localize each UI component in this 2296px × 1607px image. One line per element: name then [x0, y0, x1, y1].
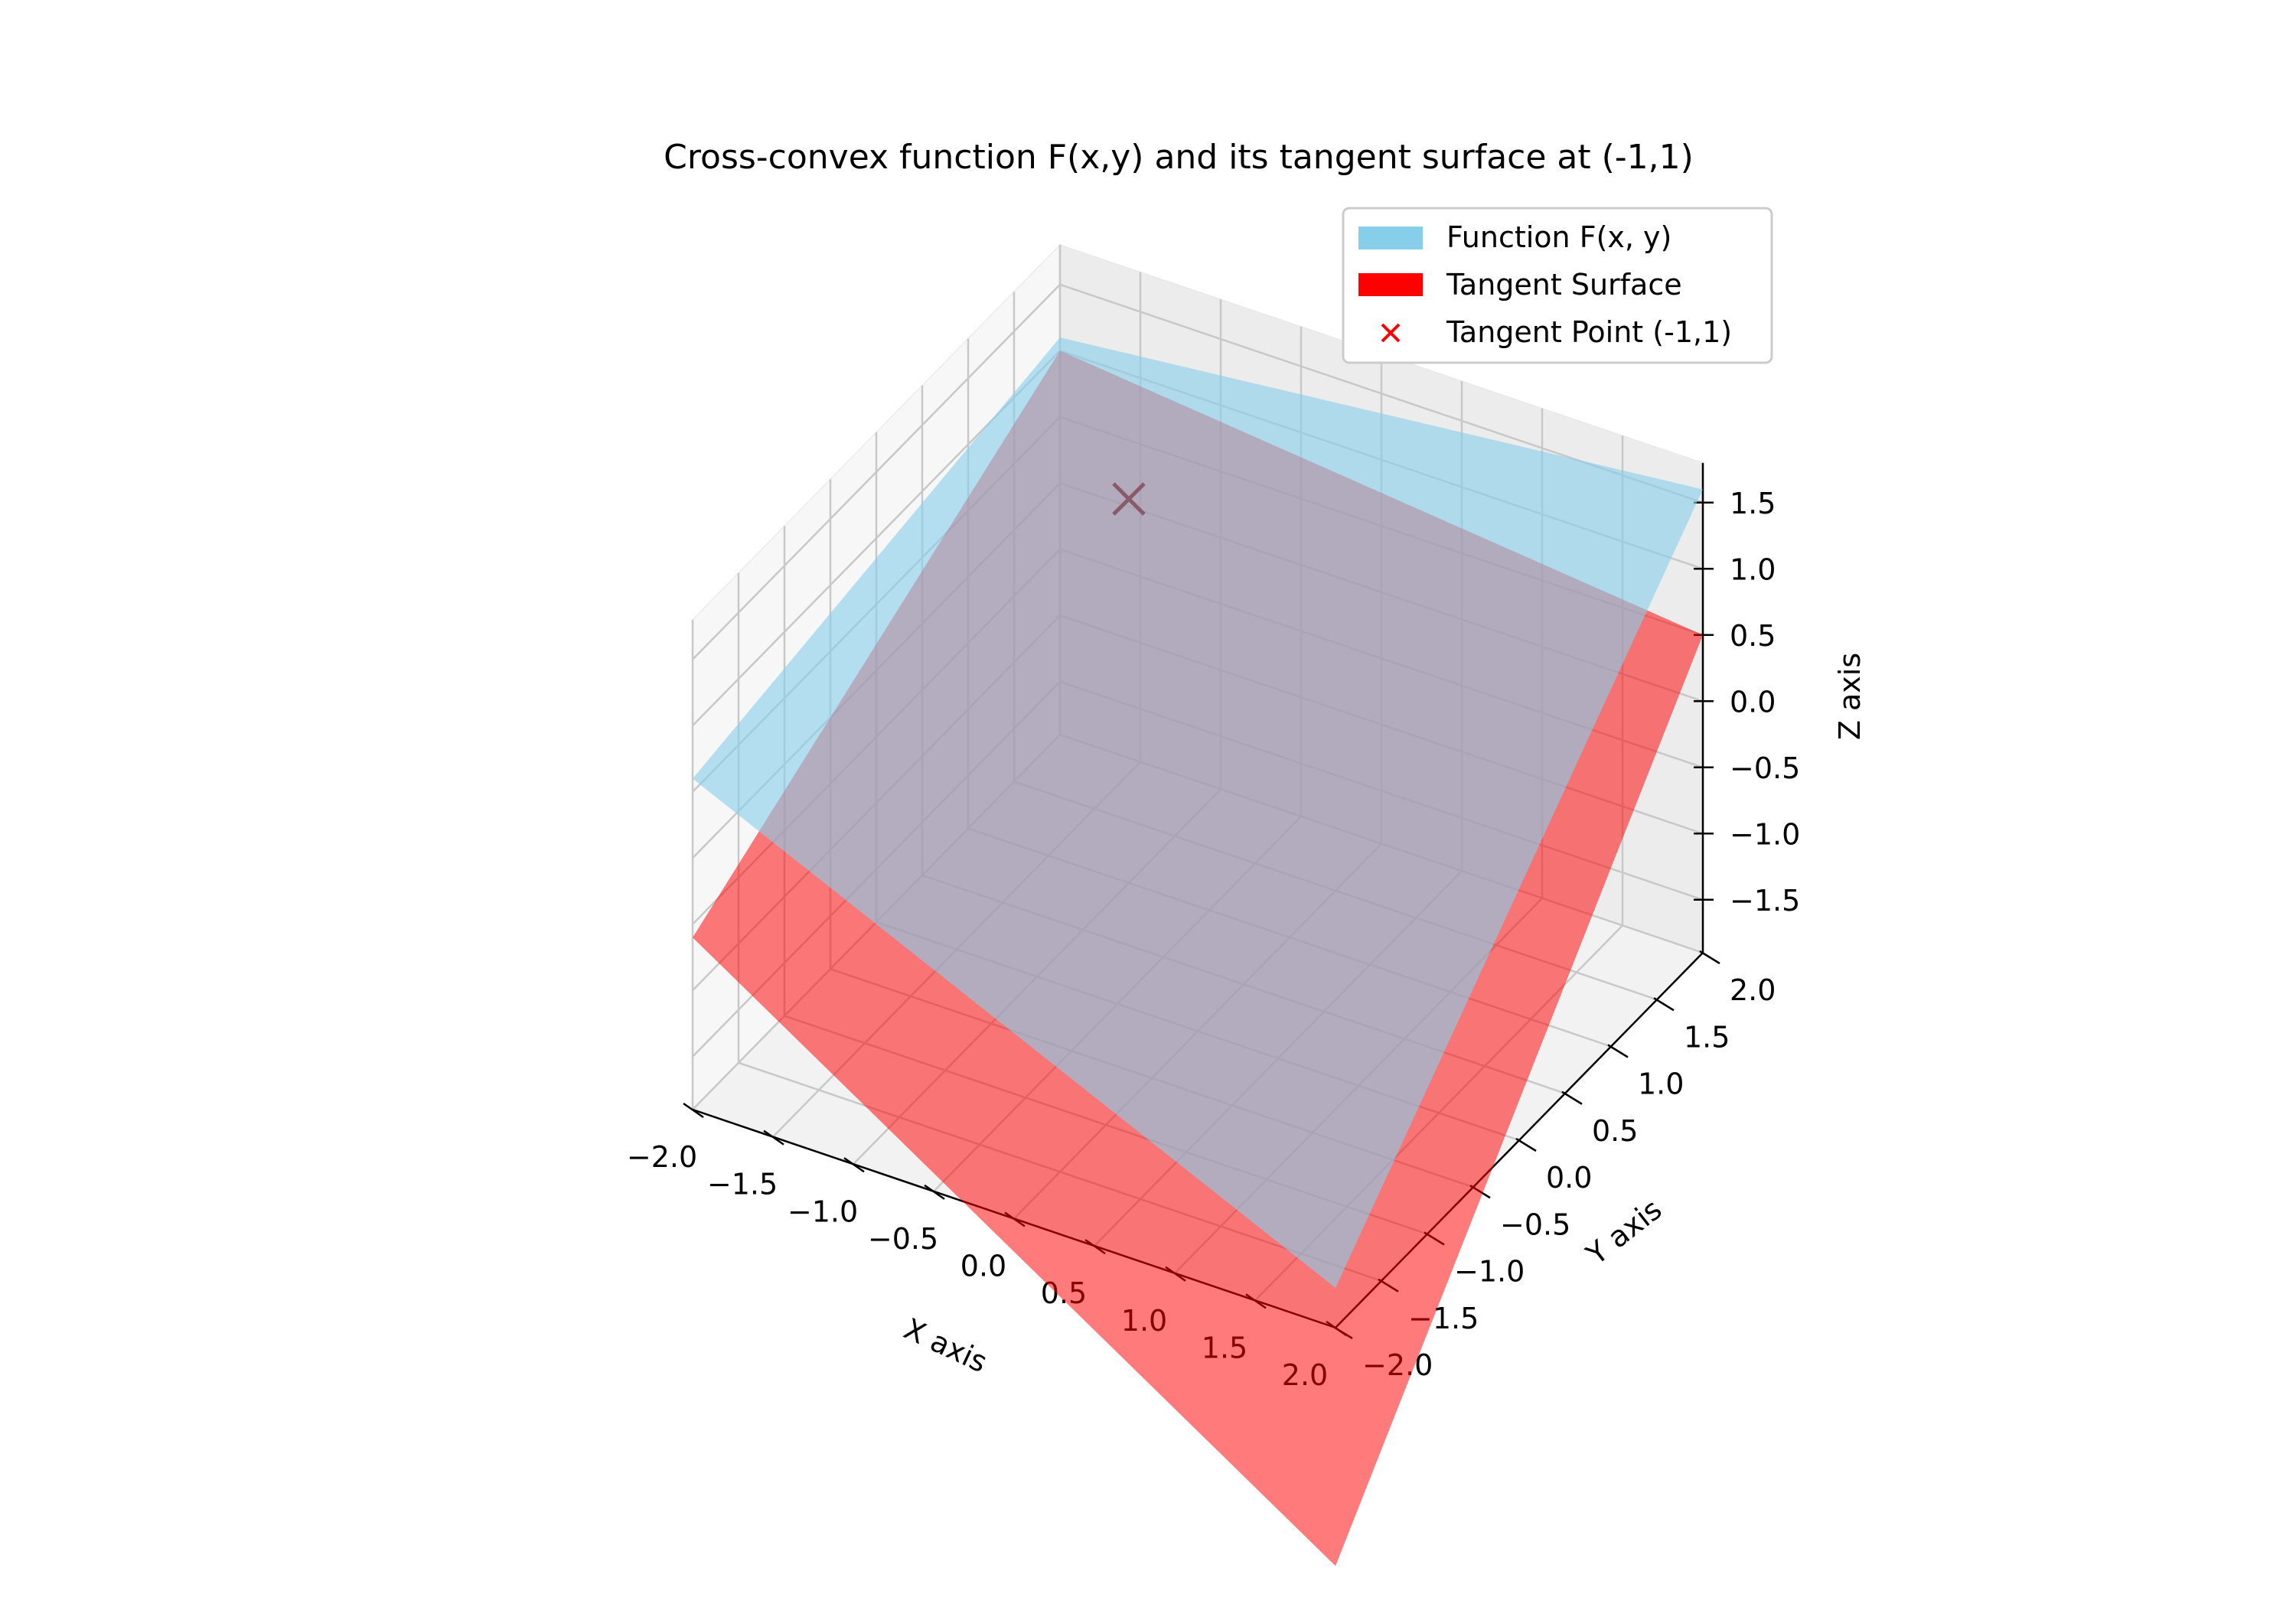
y-tick: [1653, 997, 1675, 1012]
tick-label: −1.0: [1454, 1255, 1525, 1289]
tick-label: −1.5: [707, 1168, 778, 1201]
tick-label: −2.0: [627, 1140, 697, 1174]
chart-title: Cross-convex function F(x,y) and its tan…: [664, 138, 1694, 177]
tick-label: 0.0: [960, 1250, 1006, 1283]
surfaces: [693, 337, 1703, 1566]
y-tick: [1607, 1044, 1629, 1058]
y-tick: [1561, 1090, 1583, 1105]
legend-label-function: Function F(x, y): [1446, 220, 1671, 254]
tick-label: 0.5: [1592, 1114, 1638, 1148]
tick-label: −0.5: [868, 1222, 938, 1256]
legend-swatch-function: [1358, 227, 1423, 249]
x-tick: [924, 1184, 945, 1200]
tick-label: 1.0: [1730, 553, 1776, 586]
y-tick: [1699, 950, 1720, 965]
tangent-point-stroke: [1112, 482, 1146, 516]
tick-label: −0.5: [1500, 1208, 1570, 1241]
markers: [1112, 482, 1146, 516]
legend-swatch-tangent-surface: [1358, 273, 1423, 296]
legend: Function F(x, y) Tangent Surface Tangent…: [1342, 207, 1773, 364]
tick-label: 0.0: [1730, 685, 1776, 719]
tangent-point-marker: [1112, 482, 1146, 516]
legend-label-tangent-surface: Tangent Surface: [1446, 268, 1682, 302]
grid-line-z: [692, 283, 1704, 660]
tick-label: −1.5: [1730, 884, 1800, 918]
tick-label: −1.0: [788, 1195, 858, 1228]
legend-x-marker-icon: [1381, 323, 1401, 343]
tick-label: 1.5: [1730, 487, 1776, 520]
tick-label: 0.5: [1730, 619, 1776, 653]
tick-label: −1.0: [1730, 817, 1800, 851]
tick-label: −0.5: [1730, 751, 1800, 785]
tick-label: 2.0: [1730, 973, 1776, 1007]
legend-label-tangent-point: Tangent Point (-1,1): [1446, 315, 1732, 349]
legend-marker-stroke: [1381, 323, 1401, 343]
legend-frame: [1342, 207, 1773, 364]
y-tick: [1515, 1137, 1537, 1152]
z-axis-label: Z axis: [1833, 653, 1867, 740]
axes-3d: −2.0−1.5−1.0−0.50.00.51.01.52.0−2.0−1.5−…: [627, 243, 1800, 1566]
function-surface: [693, 337, 1703, 1289]
tick-label: 1.0: [1638, 1068, 1684, 1101]
x-tick: [763, 1129, 784, 1146]
x-tick: [843, 1157, 865, 1173]
tick-label: 1.5: [1684, 1020, 1730, 1054]
tick-label: 0.0: [1546, 1161, 1592, 1195]
x-tick: [683, 1102, 704, 1119]
